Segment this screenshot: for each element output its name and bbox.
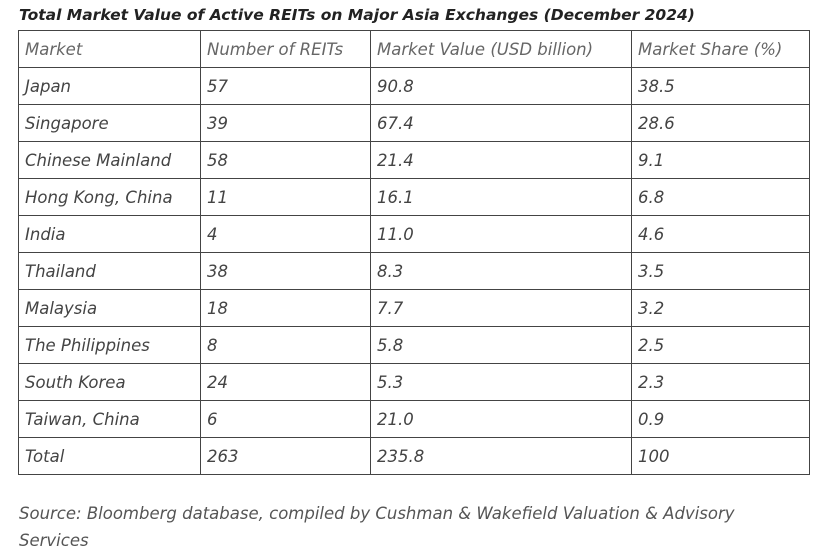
cell-market-share: 4.6 — [631, 215, 810, 253]
cell-number-of-reits: 39 — [200, 104, 371, 142]
cell-market: India — [18, 215, 201, 253]
cell-market: Hong Kong, China — [18, 178, 201, 216]
cell-number-of-reits: 8 — [200, 326, 371, 364]
reit-market-table: Market Number of REITs Market Value (USD… — [18, 30, 810, 475]
cell-market-value: 7.7 — [370, 289, 632, 327]
cell-number-of-reits: 57 — [200, 67, 371, 105]
cell-market-value: 90.8 — [370, 67, 632, 105]
cell-market-value: 21.0 — [370, 400, 632, 438]
cell-market-share: 2.3 — [631, 363, 810, 401]
cell-market: Thailand — [18, 252, 201, 290]
table-row: India 4 11.0 4.6 — [18, 215, 810, 253]
cell-market-share: 6.8 — [631, 178, 810, 216]
source-note: Source: Bloomberg database, compiled by … — [19, 504, 735, 550]
cell-market-share: 0.9 — [631, 400, 810, 438]
cell-market-share: 38.5 — [631, 67, 810, 105]
table-row: Singapore 39 67.4 28.6 — [18, 104, 810, 142]
cell-number-of-reits: 58 — [200, 141, 371, 179]
cell-market: Chinese Mainland — [18, 141, 201, 179]
cell-market-value: 235.8 — [370, 437, 632, 475]
cell-market-value: 21.4 — [370, 141, 632, 179]
table-row: Hong Kong, China 11 16.1 6.8 — [18, 178, 810, 216]
cell-market-share: 100 — [631, 437, 810, 475]
cell-market-value: 11.0 — [370, 215, 632, 253]
cell-market: South Korea — [18, 363, 201, 401]
cell-market: Taiwan, China — [18, 400, 201, 438]
cell-market-value: 16.1 — [370, 178, 632, 216]
table-row: The Philippines 8 5.8 2.5 — [18, 326, 810, 364]
cell-market-share: 3.2 — [631, 289, 810, 327]
cell-market: Malaysia — [18, 289, 201, 327]
header-number-of-reits: Number of REITs — [200, 30, 371, 68]
cell-market: Japan — [18, 67, 201, 105]
table-row: Japan 57 90.8 38.5 — [18, 67, 810, 105]
cell-number-of-reits: 11 — [200, 178, 371, 216]
header-market-share: Market Share (%) — [631, 30, 810, 68]
cell-market-value: 8.3 — [370, 252, 632, 290]
cell-market-share: 9.1 — [631, 141, 810, 179]
table-row: Taiwan, China 6 21.0 0.9 — [18, 400, 810, 438]
table-row: Chinese Mainland 58 21.4 9.1 — [18, 141, 810, 179]
header-market: Market — [18, 30, 201, 68]
cell-market-share: 2.5 — [631, 326, 810, 364]
cell-market-value: 5.3 — [370, 363, 632, 401]
cell-number-of-reits: 6 — [200, 400, 371, 438]
table-header-row: Market Number of REITs Market Value (USD… — [18, 30, 810, 68]
table-row: South Korea 24 5.3 2.3 — [18, 363, 810, 401]
table-row: Thailand 38 8.3 3.5 — [18, 252, 810, 290]
cell-market-share: 3.5 — [631, 252, 810, 290]
cell-number-of-reits: 18 — [200, 289, 371, 327]
cell-number-of-reits: 38 — [200, 252, 371, 290]
table-row: Malaysia 18 7.7 3.2 — [18, 289, 810, 327]
cell-market: The Philippines — [18, 326, 201, 364]
table-title: Total Market Value of Active REITs on Ma… — [19, 6, 695, 24]
cell-market: Singapore — [18, 104, 201, 142]
cell-number-of-reits: 24 — [200, 363, 371, 401]
header-market-value: Market Value (USD billion) — [370, 30, 632, 68]
cell-market-value: 5.8 — [370, 326, 632, 364]
cell-market: Total — [18, 437, 201, 475]
cell-number-of-reits: 4 — [200, 215, 371, 253]
table-total-row: Total 263 235.8 100 — [18, 437, 810, 475]
cell-market-share: 28.6 — [631, 104, 810, 142]
cell-number-of-reits: 263 — [200, 437, 371, 475]
cell-market-value: 67.4 — [370, 104, 632, 142]
